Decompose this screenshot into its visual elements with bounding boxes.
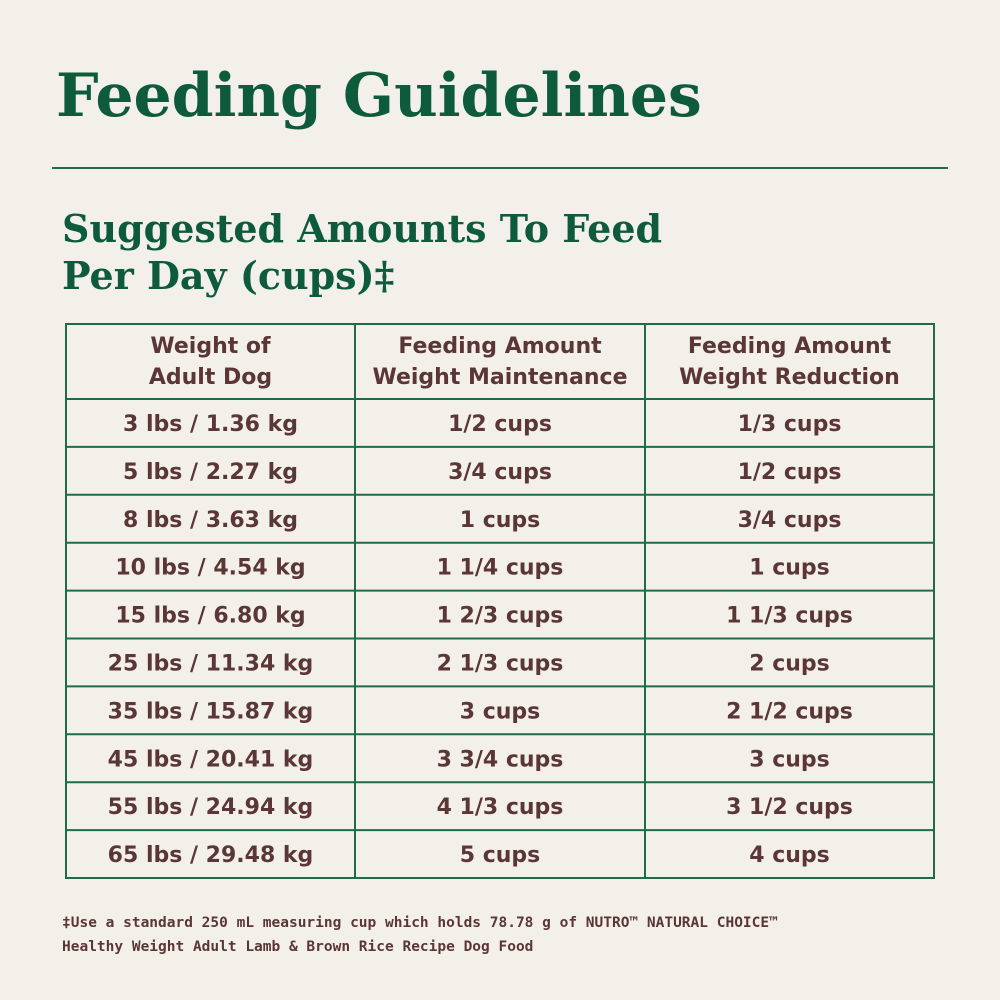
table-cell: 8 lbs / 3.63 kg — [123, 508, 298, 533]
table-cell: 5 cups — [460, 843, 541, 868]
table-cell: 1/3 cups — [738, 412, 842, 437]
column-header: Adult Dog — [149, 365, 272, 390]
table-cell: 15 lbs / 6.80 kg — [115, 604, 305, 629]
table-border — [65, 323, 935, 879]
table-cell: 3 1/2 cups — [726, 795, 853, 820]
table-cell: 45 lbs / 20.41 kg — [108, 747, 314, 772]
table: Weight of Adult Dog Feeding Amount Weight M… — [65, 323, 935, 879]
table-cell: 1 cups — [749, 556, 830, 581]
footnote: Healthy Weight Adult Lamb & Brown Rice R… — [62, 939, 533, 955]
table-cell: 2 cups — [749, 651, 830, 676]
table-cell: 35 lbs / 15.87 kg — [108, 699, 314, 724]
column-header: Weight of — [150, 334, 271, 359]
table-cell: 5 lbs / 2.27 kg — [123, 460, 298, 485]
table-cell: 4 cups — [749, 843, 830, 868]
table-cell: 1 1/4 cups — [437, 556, 564, 581]
table-cell: 65 lbs / 29.48 kg — [108, 843, 314, 868]
table-cell: 1 2/3 cups — [437, 604, 564, 629]
column-header: Feeding Amount — [398, 334, 602, 359]
table-cell: 4 1/3 cups — [437, 795, 564, 820]
column-header: Feeding Amount — [688, 334, 892, 359]
table-cell: 2 1/2 cups — [726, 699, 853, 724]
table-cell: 2 1/3 cups — [437, 651, 564, 676]
subtitle: Suggested Amounts To Feed — [62, 206, 662, 251]
table-cell: 3 cups — [460, 699, 541, 724]
table-cell: 55 lbs / 24.94 kg — [108, 795, 314, 820]
title: Feeding Guidelines — [56, 61, 702, 131]
table-cell: 1/2 cups — [448, 412, 552, 437]
column-header: Weight Reduction — [679, 365, 900, 390]
table-cell: 1 cups — [460, 508, 541, 533]
table-cell: 3/4 cups — [738, 508, 842, 533]
table-cell: 10 lbs / 4.54 kg — [115, 556, 305, 581]
column-header: Weight Maintenance — [372, 365, 627, 390]
footnote: ‡Use a standard 250 mL measuring cup whi… — [62, 915, 778, 931]
table-cell: 1 1/3 cups — [726, 604, 853, 629]
table-cell: 3 cups — [749, 747, 830, 772]
table-cell: 3 3/4 cups — [437, 747, 564, 772]
table-cell: 1/2 cups — [738, 460, 842, 485]
subtitle: Per Day (cups)‡ — [62, 253, 394, 298]
table-cell: 3/4 cups — [448, 460, 552, 485]
table-cell: 25 lbs / 11.34 kg — [108, 651, 314, 676]
table-cell: 3 lbs / 1.36 kg — [123, 412, 298, 437]
